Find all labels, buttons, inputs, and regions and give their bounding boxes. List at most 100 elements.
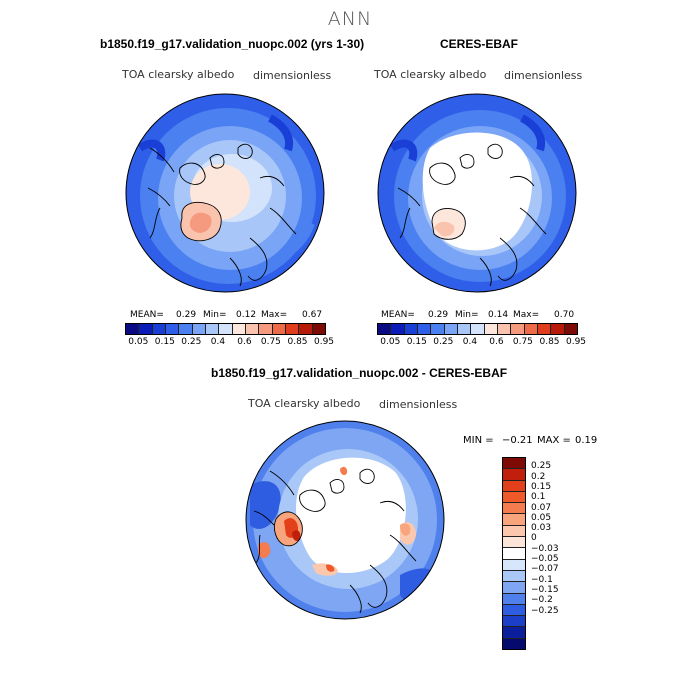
- diff-variable-label: TOA clearsky albedo: [248, 397, 361, 410]
- model-min-label: Min=: [203, 310, 227, 320]
- model-colorbar-swatch: [192, 324, 206, 334]
- diff-colorbar-label: −0.25: [531, 605, 559, 616]
- diff-colorbar-swatch: [503, 458, 525, 470]
- obs-colorbar-swatch: [378, 324, 392, 334]
- model-colorbar-swatch: [312, 324, 325, 334]
- diff-colorbar-labels: 0.25 0.2 0.15 0.1 0.07 0.05 0.03 0 −0.03 −0.05 −0.…: [531, 457, 571, 632]
- obs-colorbar-swatch: [431, 324, 445, 334]
- model-colorbar-swatch: [272, 324, 286, 334]
- obs-colorbar-tick-label: 0.4: [462, 337, 478, 347]
- model-units-label: dimensionless: [253, 69, 332, 82]
- obs-colorbar-tick-label: 0.95: [565, 337, 587, 347]
- model-colorbar-tick-label: 0.6: [237, 337, 252, 347]
- diff-colorbar-swatch: [503, 548, 525, 560]
- obs-colorbar-swatch: [457, 324, 472, 334]
- model-colorbar-tick-label: 0.4: [210, 337, 226, 347]
- obs-panel-title: CERES-EBAF: [440, 37, 519, 51]
- obs-units-label: dimensionless: [504, 69, 583, 82]
- model-colorbar-swatch: [245, 324, 260, 334]
- model-colorbar-swatch: [152, 324, 166, 334]
- obs-colorbar-tick-label: 0.05: [380, 337, 401, 347]
- season-title: ANN: [327, 8, 373, 30]
- obs-colorbar-swatch: [524, 324, 538, 334]
- model-colorbar-swatch: [285, 324, 300, 334]
- diff-colorbar-label: 0: [531, 533, 537, 544]
- obs-colorbar-tick-label: 0.6: [489, 337, 504, 347]
- model-colorbar-swatch: [205, 324, 220, 334]
- diff-colorbar-swatch: [503, 593, 525, 605]
- diff-colorbar-label: 0.03: [531, 523, 552, 534]
- diff-colorbar-swatch: [503, 559, 525, 571]
- diff-colorbar-swatch: [503, 503, 525, 515]
- diff-colorbar-swatch: [503, 604, 525, 617]
- diff-colorbar-label: −0.07: [531, 564, 559, 575]
- model-coastlines: [147, 143, 297, 287]
- model-polar-map: [125, 93, 325, 293]
- model-colorbar-tick-label: 0.25: [181, 337, 202, 347]
- model-mean-label: MEAN=: [130, 310, 164, 320]
- obs-colorbar-swatch: [551, 324, 565, 334]
- obs-min-label: Min=: [455, 310, 479, 320]
- model-mean-value: 0.29: [176, 310, 197, 320]
- obs-colorbar-swatch: [511, 324, 525, 334]
- obs-colorbar-tick-label: 0.25: [433, 337, 454, 347]
- obs-max-label: Max=: [513, 310, 540, 320]
- diff-panel-title: b1850.f19_g17.validation_nuopc.002 - CER…: [211, 366, 508, 380]
- obs-map-border: [377, 93, 577, 293]
- diff-min-value: −0.21: [502, 435, 533, 446]
- diff-colorbar-swatch: [503, 616, 525, 628]
- diff-colorbar-swatch: [503, 638, 525, 650]
- model-colorbar-tick-label: 0.75: [260, 337, 281, 347]
- obs-min-value: 0.14: [488, 310, 509, 320]
- model-colorbar-swatch: [299, 324, 313, 334]
- diff-colorbar-swatch: [503, 491, 525, 504]
- obs-polar-map: [377, 93, 577, 293]
- diff-colorbar-label: −0.2: [531, 595, 553, 606]
- diff-colorbar-label: −0.05: [531, 554, 559, 564]
- model-colorbar-swatch: [165, 324, 180, 334]
- diff-colorbar-swatch: [503, 582, 525, 594]
- model-min-value: 0.12: [236, 310, 257, 320]
- diff-colorbar-swatch: [503, 469, 525, 481]
- diff-colorbar-label: 0.15: [531, 481, 552, 492]
- diff-max-value: 0.19: [575, 435, 598, 446]
- diff-colorbar-label: −0.03: [531, 543, 559, 554]
- diff-map-border: [245, 420, 445, 620]
- obs-mean-label: MEAN=: [381, 310, 415, 320]
- diff-min-label: MIN =: [463, 435, 494, 446]
- model-colorbar-ticks: 0.05 0.15 0.25 0.4 0.6 0.75 0.85 0.95: [125, 337, 334, 349]
- model-colorbar-tick-label: 0.85: [287, 337, 308, 347]
- model-colorbar-swatch: [139, 324, 153, 334]
- model-colorbar: [125, 323, 326, 335]
- diff-colorbar-swatch: [503, 525, 525, 538]
- diff-colorbar-label: 0.2: [531, 471, 546, 482]
- model-colorbar-swatch: [179, 324, 193, 334]
- obs-colorbar-tick-label: 0.85: [539, 337, 560, 347]
- obs-colorbar-swatch: [484, 324, 498, 334]
- obs-colorbar-ticks: 0.05 0.15 0.25 0.4 0.6 0.75 0.85 0.95: [377, 337, 586, 349]
- model-map-border: [125, 93, 325, 293]
- obs-colorbar-swatch: [471, 324, 485, 334]
- diff-colorbar-label: 0.05: [531, 512, 552, 523]
- obs-colorbar-swatch: [497, 324, 512, 334]
- diff-colorbar-label: 0.07: [531, 502, 552, 513]
- diff-colorbar-swatch: [503, 480, 525, 492]
- model-max-value: 0.67: [302, 310, 323, 320]
- diff-colorbar: [502, 457, 526, 651]
- diff-colorbar-swatch: [503, 537, 525, 549]
- model-max-label: Max=: [261, 310, 288, 320]
- obs-colorbar-swatch: [537, 324, 552, 334]
- model-variable-label: TOA clearsky albedo: [122, 68, 235, 81]
- model-colorbar-tick-label: 0.95: [313, 337, 335, 347]
- diff-colorbar-swatch: [503, 514, 525, 526]
- obs-colorbar-tick-label: 0.75: [512, 337, 533, 347]
- obs-colorbar-swatch: [417, 324, 432, 334]
- obs-coastlines: [397, 143, 547, 287]
- model-colorbar-tick-label: 0.05: [128, 337, 149, 347]
- obs-max-value: 0.70: [554, 310, 575, 320]
- diff-max-label: MAX =: [537, 435, 571, 446]
- diff-coastlines: [253, 468, 417, 614]
- obs-variable-label: TOA clearsky albedo: [374, 68, 487, 81]
- model-colorbar-swatch: [232, 324, 246, 334]
- diff-colorbar-label: 0.1: [531, 492, 546, 503]
